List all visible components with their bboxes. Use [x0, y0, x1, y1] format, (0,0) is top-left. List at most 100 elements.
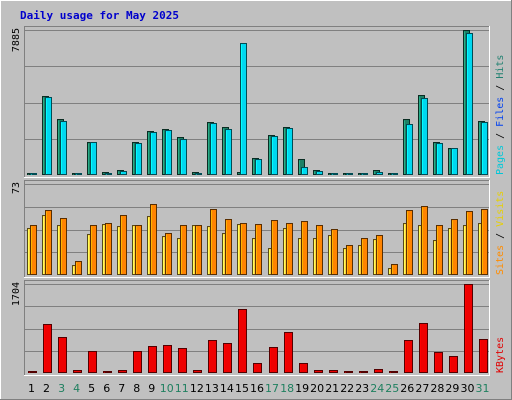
- bar-kbytes-9: [148, 346, 157, 373]
- bar-pages-11: [180, 139, 187, 175]
- x-tick-label: 14: [220, 382, 234, 395]
- bar-kbytes-20: [314, 370, 323, 373]
- x-tick-label: 10: [160, 382, 174, 395]
- bar-kbytes-12: [193, 370, 202, 373]
- bar-pages-26: [406, 124, 413, 175]
- bar-pages-8: [135, 143, 142, 175]
- bar-sites-15: [240, 223, 247, 275]
- legend-part-2: Visits: [495, 191, 506, 227]
- side-legend: KBytes: [495, 337, 506, 373]
- bar-sites-13: [210, 209, 217, 275]
- legend-part-3: /: [495, 79, 506, 97]
- bar-sites-1: [30, 225, 37, 275]
- bar-pages-19: [301, 167, 308, 175]
- x-tick-label: 16: [250, 382, 264, 395]
- x-axis: 1 2 3 4 5 6 7 8 9 10 11 12 13 14 15 16 17 18 19 20 21 22 23 24 2…: [28, 382, 490, 395]
- bar-sites-7: [120, 215, 127, 275]
- bar-pages-22: [346, 173, 353, 175]
- bar-pages-20: [316, 171, 323, 175]
- bar-sites-21: [331, 229, 338, 275]
- x-tick-label: 18: [280, 382, 294, 395]
- bar-kbytes-14: [223, 343, 232, 373]
- bar-pages-17: [271, 136, 278, 175]
- bar-sites-24: [376, 235, 383, 275]
- bar-kbytes-24: [374, 369, 383, 373]
- bar-sites-3: [60, 218, 67, 275]
- bar-pages-7: [120, 171, 127, 175]
- bar-sites-6: [105, 223, 112, 275]
- bar-pages-12: [195, 173, 202, 175]
- bar-pages-15: [240, 43, 247, 175]
- x-tick-label: 15: [235, 382, 249, 395]
- legend-part-0: KBytes: [495, 337, 506, 373]
- series-sites: [30, 204, 488, 275]
- bar-kbytes-2: [43, 324, 52, 373]
- x-tick-label: 6: [103, 382, 110, 395]
- bar-sites-16: [255, 224, 262, 275]
- panel-kbytes: 1704 KBytes: [11, 280, 506, 376]
- bar-pages-25: [391, 173, 398, 175]
- x-tick-label: 8: [133, 382, 140, 395]
- x-tick-label: 31: [476, 382, 490, 395]
- bar-sites-28: [436, 225, 443, 275]
- side-legend: Pages / Files / Hits: [495, 55, 506, 175]
- x-tick-label: 24: [370, 382, 384, 395]
- bar-sites-2: [45, 210, 52, 275]
- series-pages: [30, 33, 488, 175]
- x-tick-label: 29: [445, 382, 459, 395]
- bar-pages-29: [451, 148, 458, 175]
- bar-kbytes-28: [434, 352, 443, 373]
- bar-kbytes-17: [269, 347, 278, 373]
- bar-kbytes-10: [163, 345, 172, 373]
- x-tick-label: 2: [43, 382, 50, 395]
- legend-part-0: Sites: [495, 245, 506, 275]
- bar-sites-10: [165, 233, 172, 275]
- bar-kbytes-16: [253, 363, 262, 373]
- legend-part-2: Files: [495, 97, 506, 127]
- y-max-label: 73: [11, 182, 22, 194]
- panel-visits-sites: 73 Sites / Visits: [11, 180, 506, 278]
- bar-kbytes-18: [284, 332, 293, 373]
- y-max-label: 7885: [11, 28, 22, 52]
- bar-pages-31: [481, 122, 488, 175]
- legend-part-0: Pages: [495, 145, 506, 175]
- x-tick-label: 23: [355, 382, 369, 395]
- x-tick-label: 19: [295, 382, 309, 395]
- bar-pages-9: [150, 132, 157, 175]
- bar-kbytes-13: [208, 340, 217, 373]
- bar-pages-5: [90, 142, 97, 175]
- bar-sites-18: [286, 223, 293, 275]
- bar-kbytes-26: [404, 340, 413, 373]
- bar-sites-4: [75, 261, 82, 275]
- bar-pages-21: [331, 173, 338, 175]
- bar-pages-28: [436, 143, 443, 175]
- x-tick-label: 1: [28, 382, 35, 395]
- x-tick-label: 28: [430, 382, 444, 395]
- bar-kbytes-22: [344, 371, 353, 373]
- bar-pages-16: [255, 159, 262, 175]
- bar-sites-27: [421, 206, 428, 275]
- bar-kbytes-27: [419, 323, 428, 373]
- bar-sites-12: [195, 225, 202, 275]
- bar-pages-10: [165, 130, 172, 175]
- bar-kbytes-5: [88, 351, 97, 373]
- bar-kbytes-4: [73, 370, 82, 373]
- series-kbytes: [28, 284, 488, 373]
- bar-kbytes-19: [299, 363, 308, 373]
- bar-pages-14: [225, 129, 232, 175]
- bar-sites-31: [481, 209, 488, 275]
- x-tick-label: 5: [88, 382, 95, 395]
- x-tick-label: 13: [205, 382, 219, 395]
- x-tick-label: 3: [58, 382, 65, 395]
- x-tick-label: 27: [415, 382, 429, 395]
- bar-sites-14: [225, 219, 232, 275]
- x-tick-label: 12: [190, 382, 204, 395]
- bar-pages-3: [60, 121, 67, 175]
- bar-sites-22: [346, 245, 353, 275]
- bar-kbytes-29: [449, 356, 458, 373]
- x-tick-label: 17: [265, 382, 279, 395]
- x-tick-label: 26: [400, 382, 414, 395]
- x-tick-label: 20: [310, 382, 324, 395]
- bar-pages-4: [75, 173, 82, 175]
